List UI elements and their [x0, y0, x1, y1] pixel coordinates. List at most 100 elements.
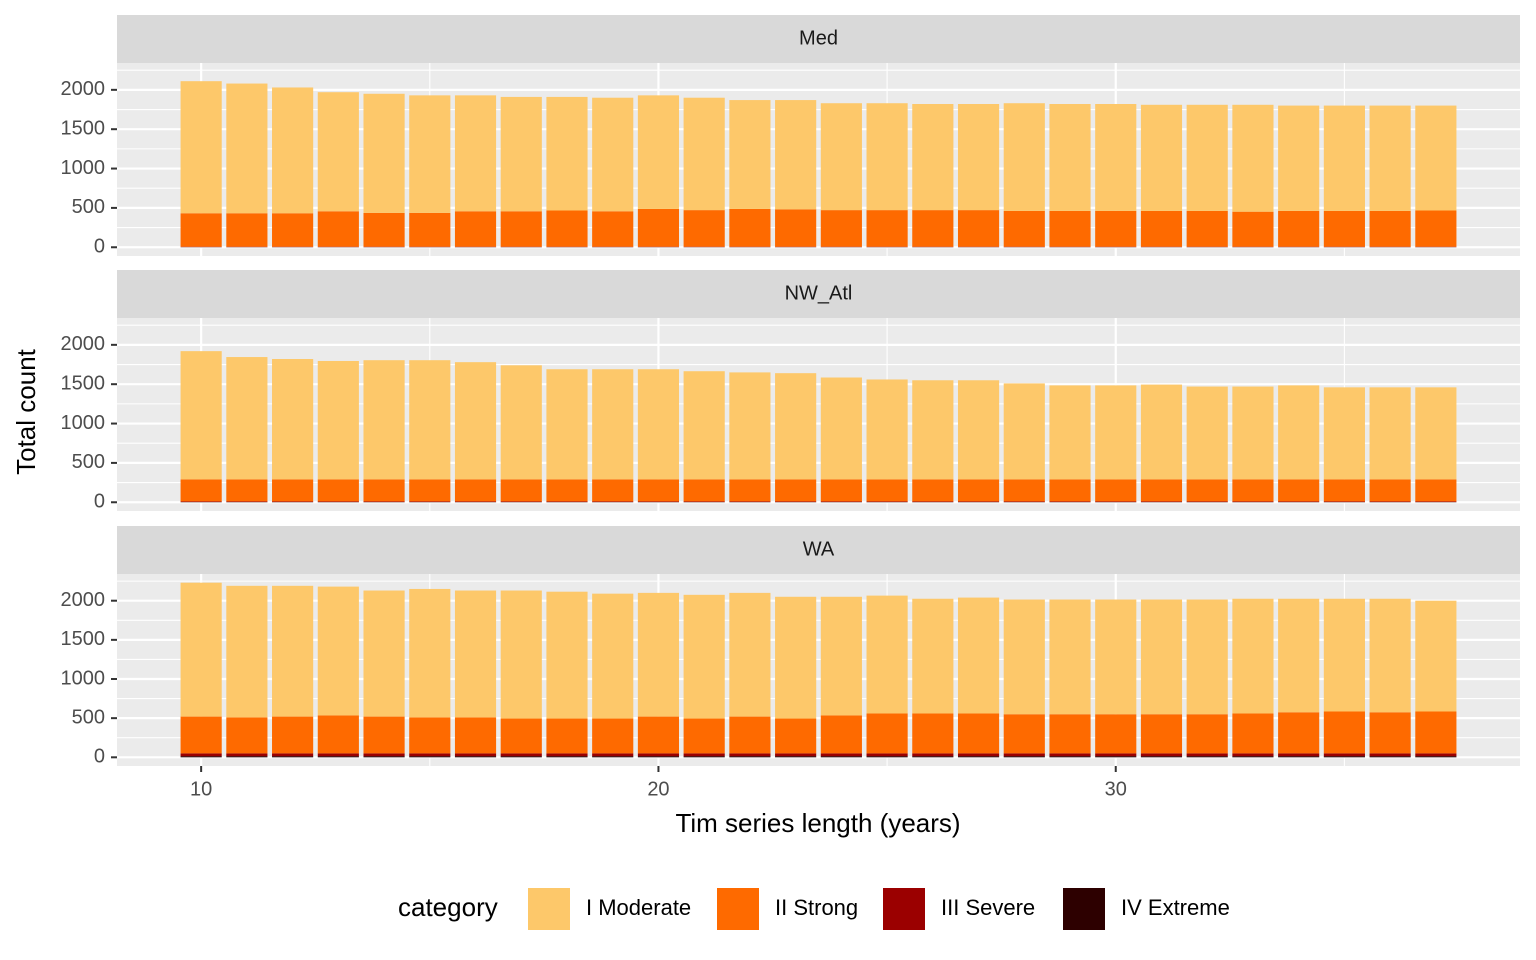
bar-segment — [1415, 501, 1457, 503]
bar-segment — [454, 717, 497, 754]
bar-segment — [1186, 501, 1228, 503]
bar-segment — [454, 590, 497, 718]
y-tick-label: 500 — [72, 706, 105, 728]
bar-segment — [912, 713, 954, 754]
bar-segment — [180, 753, 222, 757]
x-tick-label: 30 — [1105, 778, 1127, 800]
bar-segment — [500, 590, 542, 719]
bar-segment — [1232, 598, 1274, 714]
bar-segment — [272, 716, 314, 754]
bar-segment — [592, 756, 634, 758]
bar-segment — [866, 103, 908, 211]
bar-segment — [363, 212, 405, 247]
bar-segment — [729, 501, 771, 503]
bar-segment — [1095, 599, 1137, 715]
bar-segment — [637, 716, 680, 754]
bar-segment — [592, 593, 634, 719]
bar-segment — [1186, 714, 1228, 754]
bar-segment — [363, 93, 405, 213]
bar-segment — [1323, 753, 1365, 757]
bar-segment — [775, 596, 817, 719]
y-tick-label: 0 — [94, 746, 105, 768]
legend-label: II Strong — [775, 895, 858, 920]
bar-segment — [454, 501, 497, 503]
bar-segment — [729, 716, 771, 754]
bar-segment — [272, 501, 314, 503]
bar-segment — [1232, 501, 1274, 503]
bar-segment — [1140, 104, 1183, 211]
bar-segment — [775, 753, 817, 757]
bar-segment — [1278, 105, 1320, 211]
x-axis-title: Tim series length (years) — [675, 808, 960, 838]
legend-key — [883, 888, 925, 930]
bar-segment — [1186, 104, 1228, 211]
bar-segment — [1140, 479, 1183, 502]
bar-segment — [1232, 756, 1274, 758]
bar-segment — [957, 713, 1000, 754]
bar-segment — [683, 753, 725, 757]
bar-segment — [180, 479, 222, 502]
bar-segment — [363, 716, 405, 754]
strip-text: WA — [803, 538, 835, 560]
bar-segment — [866, 501, 908, 503]
bar-segment — [592, 753, 634, 757]
bar-segment — [1415, 210, 1457, 247]
legend-key — [1063, 888, 1105, 930]
bar-segment — [500, 501, 542, 503]
bar-segment — [957, 210, 1000, 247]
bar-segment — [866, 713, 908, 754]
bar-segment — [775, 501, 817, 503]
bar-segment — [1278, 756, 1320, 758]
bar-segment — [592, 479, 634, 502]
bar-segment — [454, 479, 497, 502]
bar-segment — [1323, 756, 1365, 758]
bar-segment — [454, 211, 497, 247]
y-tick-label: 0 — [94, 491, 105, 513]
bar-segment — [226, 585, 268, 718]
y-tick-label: 1500 — [61, 117, 106, 139]
bar-segment — [1049, 479, 1091, 502]
bar-segment — [866, 595, 908, 714]
bar-segment — [729, 100, 771, 209]
bar-segment — [500, 756, 542, 758]
y-tick-label: 2000 — [61, 333, 106, 355]
bar-segment — [546, 718, 588, 754]
bar-segment — [454, 756, 497, 758]
bar-segment — [1003, 714, 1045, 754]
bar-segment — [226, 753, 268, 757]
legend-label: I Moderate — [586, 895, 691, 920]
bar-segment — [1186, 210, 1228, 247]
bar-segment — [912, 210, 954, 247]
bar-segment — [1369, 756, 1411, 758]
bar-segment — [729, 479, 771, 502]
bar-segment — [912, 104, 954, 211]
bar-segment — [1323, 210, 1365, 247]
bar-segment — [1369, 501, 1411, 503]
bar-segment — [1095, 753, 1137, 757]
bar-segment — [409, 501, 451, 503]
bar-segment — [637, 753, 680, 757]
bar-segment — [1369, 753, 1411, 757]
bar-segment — [363, 479, 405, 502]
bar-segment — [546, 210, 588, 247]
bar-segment — [1049, 104, 1091, 211]
bar-segment — [683, 210, 725, 247]
bar-segment — [409, 753, 451, 757]
bar-segment — [226, 357, 268, 480]
bar-segment — [637, 479, 680, 502]
bar-segment — [866, 753, 908, 757]
bar-segment — [729, 372, 771, 480]
bar-segment — [317, 753, 359, 757]
bar-segment — [866, 210, 908, 247]
bar-segment — [1323, 479, 1365, 502]
bar-segment — [1140, 714, 1183, 754]
bar-segment — [1278, 753, 1320, 757]
bar-segment — [637, 756, 680, 758]
bar-segment — [226, 83, 268, 214]
bar-segment — [1095, 210, 1137, 247]
strip-text: Med — [799, 27, 838, 49]
bar-segment — [1003, 501, 1045, 503]
bar-segment — [272, 756, 314, 758]
bar-segment — [1232, 713, 1274, 754]
bar-segment — [546, 591, 588, 719]
